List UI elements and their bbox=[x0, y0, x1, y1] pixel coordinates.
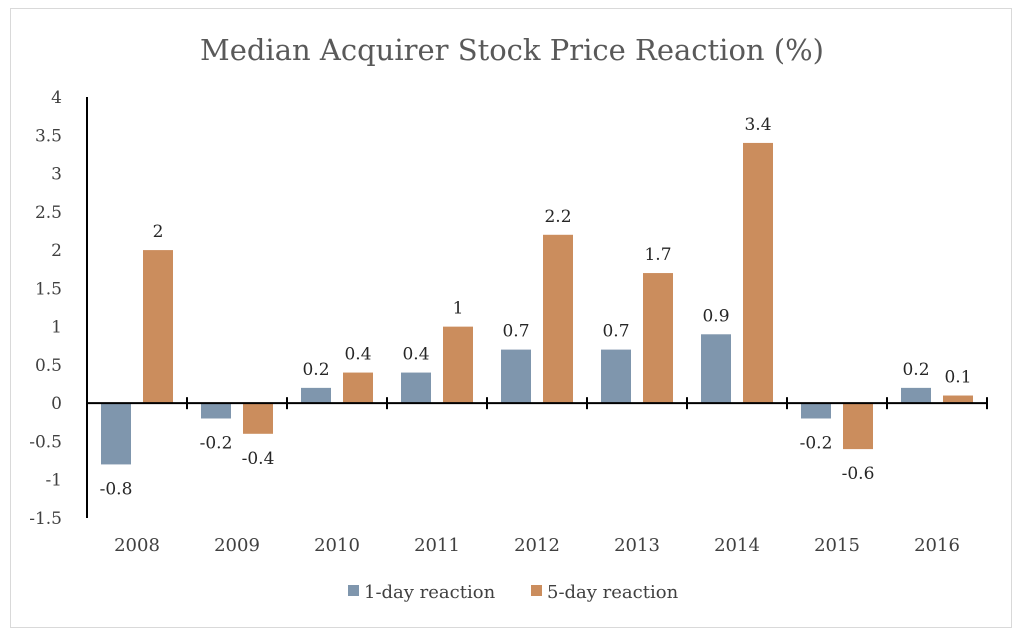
y-tick-label: 3 bbox=[51, 165, 62, 185]
x-tick-label: 2014 bbox=[714, 535, 760, 556]
bar-1day-2011 bbox=[401, 372, 431, 404]
bars bbox=[101, 142, 973, 465]
data-labels: -0.8 -0.2 0.2 0.4 0.7 0.7 0.9 -0.2 0.2 2 -0.4 0.4 1 2… bbox=[100, 115, 972, 499]
x-tick-label: 2008 bbox=[114, 535, 160, 556]
bar-5day-2008 bbox=[143, 250, 173, 404]
legend-label: 1-day reaction bbox=[364, 582, 496, 603]
y-tick-label: -1 bbox=[45, 471, 62, 491]
y-tick-label: 3.5 bbox=[35, 126, 62, 146]
data-label: 0.9 bbox=[702, 306, 729, 326]
x-tick-label: 2012 bbox=[514, 535, 560, 556]
bar-5day-2011 bbox=[443, 326, 473, 404]
x-tick-label: 2011 bbox=[414, 535, 460, 556]
data-label: -0.8 bbox=[100, 479, 133, 499]
bar-1day-2010 bbox=[301, 387, 331, 404]
x-tick-label: 2010 bbox=[314, 535, 360, 556]
bar-1day-2014 bbox=[701, 334, 731, 404]
bar-5day-2010 bbox=[343, 372, 373, 404]
x-tick-label: 2013 bbox=[614, 535, 660, 556]
legend-swatch bbox=[348, 585, 359, 596]
chart-title: Median Acquirer Stock Price Reaction (%) bbox=[200, 33, 824, 67]
x-tick-label: 2015 bbox=[814, 535, 860, 556]
y-tick-label: 2 bbox=[51, 241, 62, 261]
bar-1day-2009 bbox=[201, 403, 231, 419]
y-tick-label: -1.5 bbox=[29, 509, 62, 529]
y-tick-label: 0 bbox=[51, 394, 62, 414]
data-label: 0.7 bbox=[502, 322, 529, 342]
data-label: 0.4 bbox=[344, 345, 371, 365]
y-axis-ticks: 4 3.5 3 2.5 2 1.5 1 0.5 0 -0.5 -1 -1.5 bbox=[29, 88, 62, 529]
data-label: 0.2 bbox=[302, 360, 329, 380]
data-label: 1.7 bbox=[644, 245, 671, 265]
bar-5day-2016 bbox=[943, 395, 973, 404]
x-axis-ticks: 2008 2009 2010 2011 2012 2013 2014 2015 2016 bbox=[114, 535, 960, 556]
data-label: 0.7 bbox=[602, 322, 629, 342]
legend: 1-day reaction 5-day reaction bbox=[348, 582, 679, 603]
x-tick-label: 2009 bbox=[214, 535, 260, 556]
bar-1day-2008 bbox=[101, 403, 131, 465]
data-label: 2.2 bbox=[544, 207, 571, 227]
legend-swatch bbox=[531, 585, 542, 596]
bar-5day-2009 bbox=[243, 403, 273, 434]
bar-1day-2012 bbox=[501, 349, 531, 404]
y-tick-label: 1.5 bbox=[35, 279, 62, 299]
data-label: 0.4 bbox=[402, 345, 429, 365]
y-tick-label: 2.5 bbox=[35, 203, 62, 223]
data-label: 1 bbox=[453, 299, 464, 319]
data-label: 0.1 bbox=[944, 368, 971, 388]
legend-label: 5-day reaction bbox=[547, 582, 679, 603]
bar-5day-2012 bbox=[543, 234, 573, 404]
data-label: -0.4 bbox=[242, 449, 275, 469]
chart-frame bbox=[10, 8, 1012, 628]
y-tick-label: 0.5 bbox=[35, 356, 62, 376]
x-tick-label: 2016 bbox=[914, 535, 960, 556]
data-label: -0.2 bbox=[800, 433, 833, 453]
y-tick-label: -0.5 bbox=[29, 432, 62, 452]
bar-5day-2015 bbox=[843, 403, 873, 450]
bar-5day-2014 bbox=[743, 142, 773, 404]
bar-1day-2013 bbox=[601, 349, 631, 404]
axes bbox=[86, 97, 988, 518]
data-label: -0.2 bbox=[200, 433, 233, 453]
data-label: 3.4 bbox=[744, 115, 771, 135]
bar-5day-2013 bbox=[643, 273, 673, 404]
data-label: -0.6 bbox=[842, 464, 875, 484]
y-tick-label: 1 bbox=[51, 318, 62, 338]
bar-1day-2016 bbox=[901, 387, 931, 404]
data-label: 0.2 bbox=[902, 360, 929, 380]
data-label: 2 bbox=[153, 222, 164, 242]
y-tick-label: 4 bbox=[51, 88, 62, 108]
bar-1day-2015 bbox=[801, 403, 831, 419]
